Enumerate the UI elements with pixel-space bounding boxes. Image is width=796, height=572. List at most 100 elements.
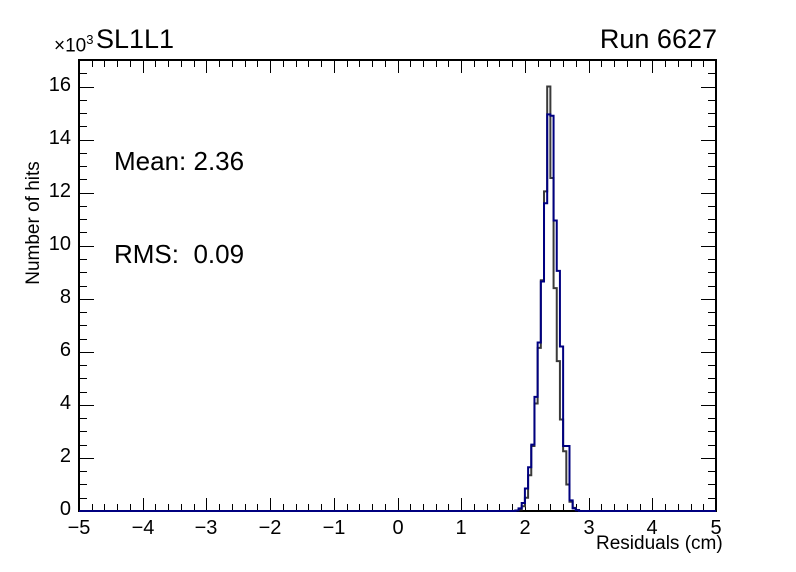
- y-tick-label: 6: [59, 339, 71, 361]
- y-tick-label: 12: [48, 180, 71, 202]
- x-major-tick: [270, 498, 271, 511]
- x-minor-tick: [308, 504, 309, 511]
- x-minor-tick-top: [550, 60, 551, 67]
- x-tick-label: 1: [455, 517, 467, 539]
- y-minor-tick: [79, 206, 87, 207]
- y-tick-label: 4: [59, 392, 71, 414]
- histogram-title: SL1L1: [96, 24, 175, 54]
- x-major-tick-top: [398, 60, 399, 73]
- x-minor-tick-top: [691, 60, 692, 67]
- x-tick-label: 0: [392, 517, 404, 539]
- x-minor-tick-top: [665, 60, 666, 67]
- y-minor-tick: [79, 365, 87, 366]
- x-minor-tick-top: [168, 60, 169, 67]
- y-minor-tick-right: [708, 445, 716, 446]
- x-minor-tick-top: [423, 60, 424, 67]
- x-minor-tick-top: [283, 60, 284, 67]
- x-minor-tick: [181, 504, 182, 511]
- x-tick-label: −1: [322, 517, 346, 539]
- x-minor-tick: [563, 504, 564, 511]
- y-minor-tick-right: [708, 73, 716, 74]
- y-minor-tick: [79, 431, 87, 432]
- x-minor-tick-top: [130, 60, 131, 67]
- x-minor-tick-top: [614, 60, 615, 67]
- y-major-tick: [79, 405, 94, 406]
- x-minor-tick: [347, 504, 348, 511]
- x-minor-tick: [372, 504, 373, 511]
- x-major-tick-top: [652, 60, 653, 73]
- x-minor-tick-top: [601, 60, 602, 67]
- y-tick-label: 0: [59, 498, 71, 520]
- x-minor-tick-top: [487, 60, 488, 67]
- y-minor-tick: [79, 471, 87, 472]
- y-major-tick-right: [701, 87, 716, 88]
- x-minor-tick-top: [703, 60, 704, 67]
- y-minor-tick-right: [708, 498, 716, 499]
- y-axis-multiplier: ×103: [54, 30, 93, 56]
- x-minor-tick-top: [436, 60, 437, 67]
- x-major-tick-top: [143, 60, 144, 73]
- y-major-tick-right: [701, 140, 716, 141]
- x-minor-tick-top: [219, 60, 220, 67]
- x-minor-tick: [92, 504, 93, 511]
- y-major-tick-right: [701, 352, 716, 353]
- x-major-tick-top: [206, 60, 207, 73]
- x-minor-tick-top: [372, 60, 373, 67]
- x-minor-tick-top: [627, 60, 628, 67]
- x-tick-label: −2: [258, 517, 282, 539]
- x-minor-tick-top: [359, 60, 360, 67]
- y-minor-tick: [79, 166, 87, 167]
- x-tick-label: 3: [583, 517, 595, 539]
- x-minor-tick: [474, 504, 475, 511]
- y-major-tick-right: [701, 511, 716, 512]
- y-minor-tick-right: [708, 365, 716, 366]
- y-minor-tick-right: [708, 206, 716, 207]
- plot-frame: [78, 59, 717, 512]
- y-minor-tick: [79, 100, 87, 101]
- y-major-tick: [79, 352, 94, 353]
- x-major-tick: [652, 498, 653, 511]
- x-minor-tick: [436, 504, 437, 511]
- run-label: Run 6627: [599, 24, 717, 54]
- y-major-tick-right: [701, 193, 716, 194]
- x-minor-tick-top: [499, 60, 500, 67]
- y-minor-tick: [79, 60, 87, 61]
- y-minor-tick-right: [708, 431, 716, 432]
- y-major-tick-right: [701, 405, 716, 406]
- y-minor-tick: [79, 378, 87, 379]
- x-tick-label: 5: [710, 517, 722, 539]
- y-minor-tick: [79, 232, 87, 233]
- x-tick-label: 2: [519, 517, 531, 539]
- y-minor-tick-right: [708, 219, 716, 220]
- x-minor-tick: [538, 504, 539, 511]
- y-minor-tick: [79, 153, 87, 154]
- x-minor-tick: [104, 504, 105, 511]
- y-minor-tick: [79, 418, 87, 419]
- x-minor-tick: [576, 504, 577, 511]
- x-minor-tick: [232, 504, 233, 511]
- x-major-tick-top: [525, 60, 526, 73]
- y-minor-tick: [79, 484, 87, 485]
- x-major-tick: [525, 498, 526, 511]
- x-minor-tick-top: [232, 60, 233, 67]
- x-minor-tick-top: [410, 60, 411, 67]
- y-axis-multiplier-base: ×10: [54, 35, 87, 57]
- x-tick-label: −5: [67, 517, 91, 539]
- y-minor-tick-right: [708, 126, 716, 127]
- y-major-tick: [79, 246, 94, 247]
- y-minor-tick: [79, 126, 87, 127]
- x-minor-tick-top: [321, 60, 322, 67]
- x-minor-tick-top: [104, 60, 105, 67]
- y-minor-tick: [79, 445, 87, 446]
- x-minor-tick-top: [296, 60, 297, 67]
- x-minor-tick: [194, 504, 195, 511]
- x-major-tick: [79, 498, 80, 511]
- x-major-tick-top: [270, 60, 271, 73]
- x-minor-tick: [487, 504, 488, 511]
- y-minor-tick: [79, 259, 87, 260]
- y-tick-label: 14: [48, 127, 71, 149]
- x-major-tick-top: [334, 60, 335, 73]
- x-minor-tick-top: [448, 60, 449, 67]
- x-minor-tick-top: [194, 60, 195, 67]
